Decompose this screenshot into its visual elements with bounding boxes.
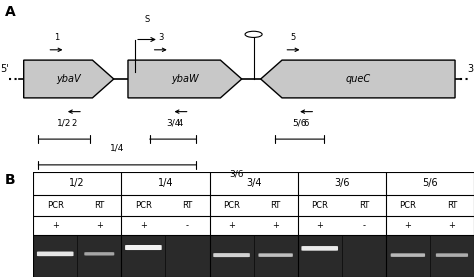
Circle shape bbox=[245, 31, 262, 37]
Text: +: + bbox=[272, 221, 279, 230]
Text: 6: 6 bbox=[303, 119, 309, 128]
FancyBboxPatch shape bbox=[301, 246, 338, 251]
Text: +: + bbox=[96, 221, 103, 230]
Polygon shape bbox=[261, 60, 455, 98]
Text: 3': 3' bbox=[467, 64, 474, 74]
Text: S: S bbox=[144, 15, 150, 24]
Text: ybaW: ybaW bbox=[171, 74, 199, 84]
Text: PCR: PCR bbox=[400, 201, 416, 210]
Text: queC: queC bbox=[345, 74, 371, 84]
Text: A: A bbox=[5, 5, 16, 19]
Text: PCR: PCR bbox=[47, 201, 64, 210]
Text: +: + bbox=[228, 221, 235, 230]
Text: 5': 5' bbox=[0, 64, 9, 74]
FancyBboxPatch shape bbox=[37, 252, 73, 256]
Text: 1/2: 1/2 bbox=[70, 178, 85, 188]
Text: +: + bbox=[404, 221, 411, 230]
FancyBboxPatch shape bbox=[213, 253, 250, 257]
Text: -: - bbox=[362, 221, 365, 230]
Text: 3: 3 bbox=[158, 33, 164, 42]
Text: RT: RT bbox=[271, 201, 281, 210]
Text: RT: RT bbox=[359, 201, 369, 210]
Text: 1/4: 1/4 bbox=[158, 178, 173, 188]
FancyBboxPatch shape bbox=[436, 253, 468, 257]
Text: RT: RT bbox=[94, 201, 104, 210]
Text: 5/6: 5/6 bbox=[292, 118, 307, 127]
FancyBboxPatch shape bbox=[125, 245, 162, 250]
FancyBboxPatch shape bbox=[84, 252, 114, 255]
Text: +: + bbox=[52, 221, 59, 230]
Text: 5: 5 bbox=[291, 33, 296, 42]
FancyBboxPatch shape bbox=[258, 253, 293, 257]
Text: RT: RT bbox=[182, 201, 192, 210]
Text: RT: RT bbox=[447, 201, 457, 210]
FancyBboxPatch shape bbox=[391, 253, 425, 257]
Text: +: + bbox=[316, 221, 323, 230]
Text: PCR: PCR bbox=[135, 201, 152, 210]
Polygon shape bbox=[24, 60, 114, 98]
Bar bbox=[33, 235, 474, 277]
Text: -: - bbox=[186, 221, 189, 230]
Text: 3/6: 3/6 bbox=[334, 178, 349, 188]
Text: ybaV: ybaV bbox=[56, 74, 81, 84]
Text: 3/4: 3/4 bbox=[166, 118, 180, 127]
Polygon shape bbox=[128, 60, 242, 98]
Text: B: B bbox=[5, 173, 15, 187]
Text: 3/4: 3/4 bbox=[246, 178, 261, 188]
Text: PCR: PCR bbox=[223, 201, 240, 210]
Text: 5/6: 5/6 bbox=[422, 178, 438, 188]
Text: 1: 1 bbox=[54, 33, 59, 42]
Text: 1/2: 1/2 bbox=[57, 118, 71, 127]
Text: +: + bbox=[448, 221, 456, 230]
Text: 4: 4 bbox=[178, 119, 183, 128]
Text: 2: 2 bbox=[71, 119, 77, 128]
Text: 3/6: 3/6 bbox=[230, 170, 244, 179]
Text: 1/4: 1/4 bbox=[110, 144, 125, 153]
Text: +: + bbox=[140, 221, 147, 230]
Text: PCR: PCR bbox=[311, 201, 328, 210]
